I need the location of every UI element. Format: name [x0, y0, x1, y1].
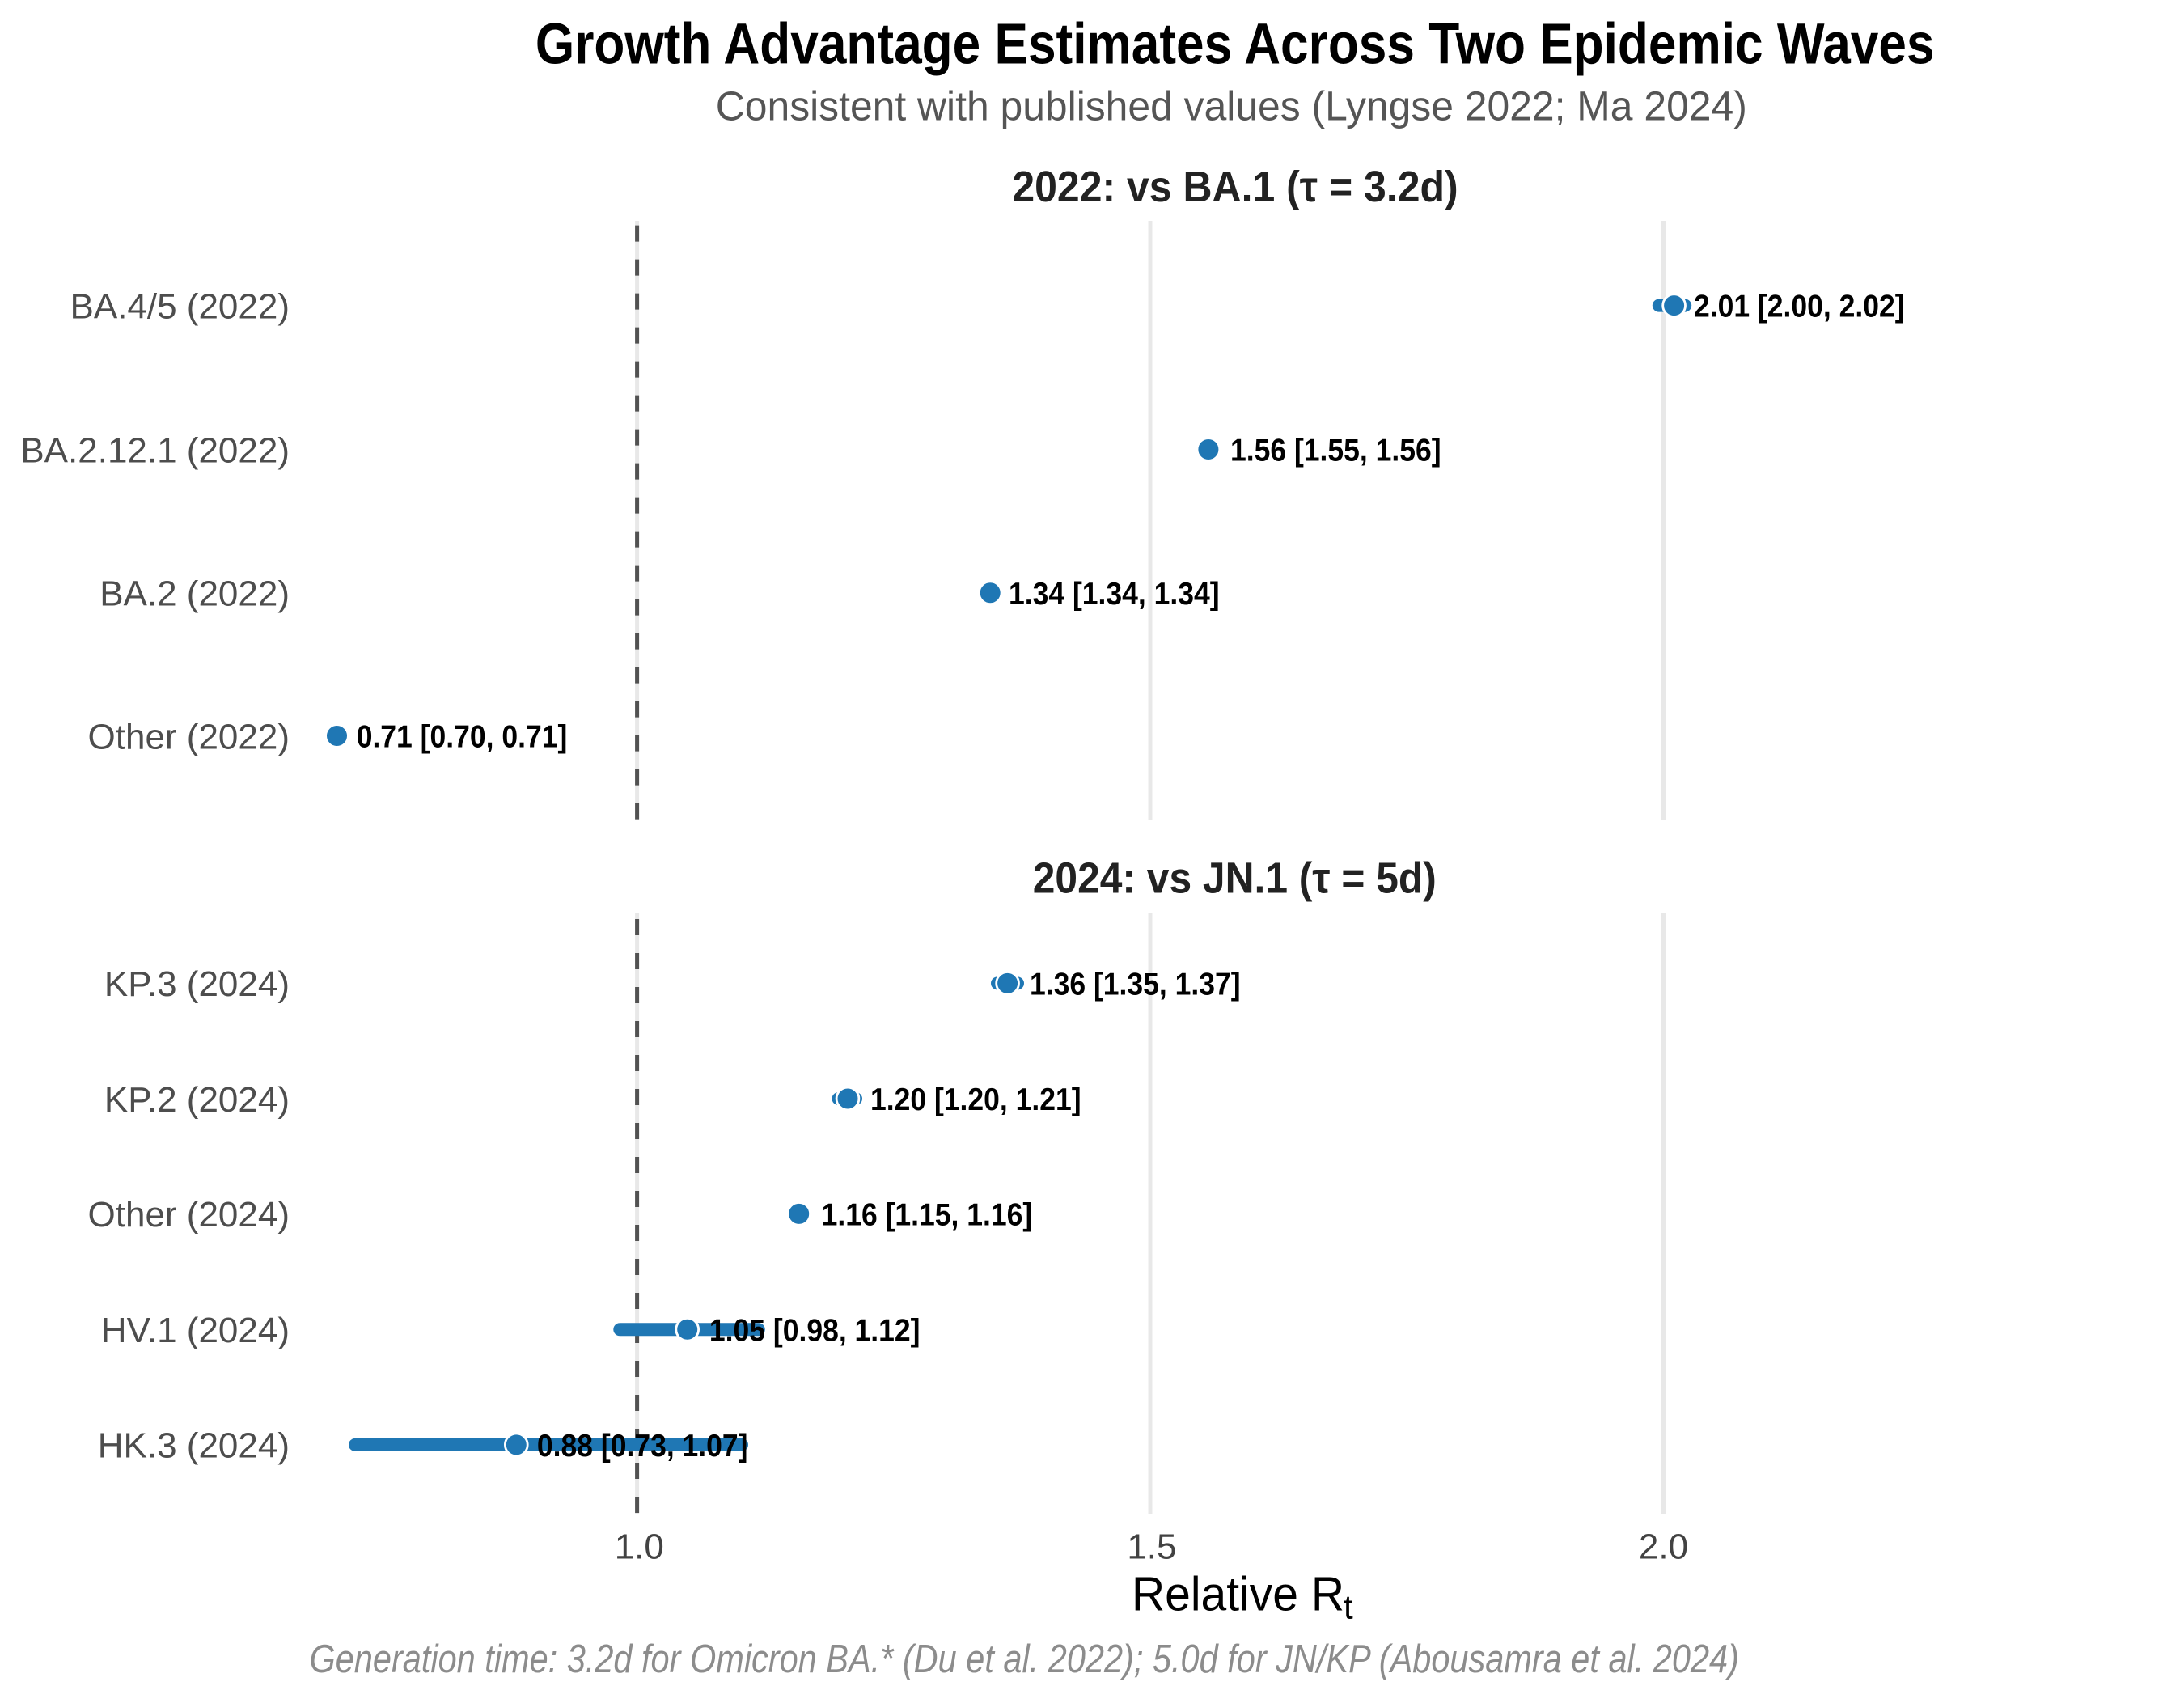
- svg-text:0.88 [0.73, 1.07]: 0.88 [0.73, 1.07]: [537, 1429, 748, 1464]
- svg-text:BA.4/5 (2022): BA.4/5 (2022): [70, 286, 290, 326]
- svg-text:2022: vs BA.1 (τ = 3.2d): 2022: vs BA.1 (τ = 3.2d): [1012, 163, 1458, 211]
- svg-text:Relative R: Relative R: [1132, 1567, 1344, 1620]
- svg-text:1.56 [1.55, 1.56]: 1.56 [1.55, 1.56]: [1230, 434, 1441, 468]
- svg-text:1.05 [0.98, 1.12]: 1.05 [0.98, 1.12]: [709, 1313, 921, 1348]
- svg-text:KP.3 (2024): KP.3 (2024): [104, 964, 290, 1004]
- svg-text:t: t: [1344, 1587, 1353, 1625]
- svg-text:BA.2 (2022): BA.2 (2022): [99, 574, 290, 614]
- svg-text:2024: vs JN.1 (τ = 5d): 2024: vs JN.1 (τ = 5d): [1033, 854, 1437, 903]
- svg-text:HK.3 (2024): HK.3 (2024): [98, 1426, 290, 1466]
- svg-text:Other (2024): Other (2024): [88, 1195, 290, 1235]
- svg-text:Consistent with published valu: Consistent with published values (Lyngse…: [716, 83, 1747, 129]
- svg-text:1.0: 1.0: [615, 1527, 664, 1567]
- svg-text:1.36 [1.35, 1.37]: 1.36 [1.35, 1.37]: [1030, 967, 1241, 1002]
- svg-text:1.34 [1.34, 1.34]: 1.34 [1.34, 1.34]: [1009, 577, 1220, 612]
- svg-text:Generation time: 3.2d for Omic: Generation time: 3.2d for Omicron BA.* (…: [309, 1637, 1739, 1681]
- svg-text:2.0: 2.0: [1639, 1527, 1688, 1567]
- svg-text:0.71 [0.70, 0.71]: 0.71 [0.70, 0.71]: [357, 720, 568, 755]
- svg-text:BA.2.12.1 (2022): BA.2.12.1 (2022): [20, 430, 290, 470]
- svg-text:Growth Advantage Estimates Acr: Growth Advantage Estimates Across Two Ep…: [535, 12, 1935, 76]
- svg-text:HV.1 (2024): HV.1 (2024): [101, 1311, 290, 1350]
- svg-text:1.20 [1.20, 1.21]: 1.20 [1.20, 1.21]: [870, 1082, 1081, 1117]
- svg-text:KP.2 (2024): KP.2 (2024): [104, 1080, 290, 1120]
- svg-text:2.01 [2.00, 2.02]: 2.01 [2.00, 2.02]: [1694, 290, 1905, 324]
- svg-text:Other (2022): Other (2022): [88, 717, 290, 756]
- svg-text:1.16 [1.15, 1.16]: 1.16 [1.15, 1.16]: [822, 1197, 1033, 1232]
- svg-text:1.5: 1.5: [1127, 1527, 1176, 1567]
